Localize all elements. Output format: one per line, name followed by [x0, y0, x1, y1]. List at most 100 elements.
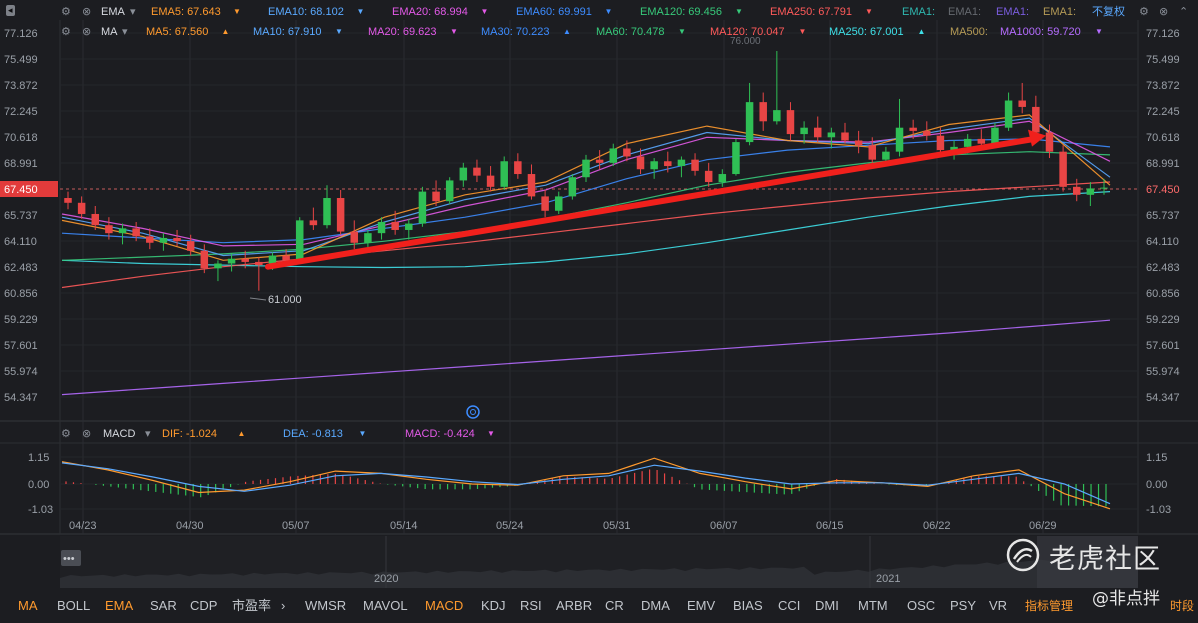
- indicator-tab-vr[interactable]: VR: [989, 598, 1008, 613]
- candle[interactable]: [241, 250, 249, 269]
- candle[interactable]: [459, 162, 468, 187]
- candle[interactable]: [295, 217, 304, 262]
- chevron-right-icon[interactable]: ›: [281, 598, 286, 613]
- candle[interactable]: [473, 159, 481, 183]
- candle[interactable]: [527, 164, 536, 200]
- candle[interactable]: [609, 143, 618, 167]
- session-button[interactable]: 时段: [1170, 599, 1195, 613]
- candle[interactable]: [445, 177, 454, 205]
- candle[interactable]: [1059, 145, 1067, 192]
- candle[interactable]: [1072, 178, 1081, 202]
- candle[interactable]: [118, 223, 127, 245]
- candle[interactable]: [1018, 82, 1026, 114]
- indicator-tab-bias[interactable]: BIAS: [733, 598, 763, 613]
- candle[interactable]: [173, 229, 181, 246]
- indicator-tab-wmsr[interactable]: WMSR: [305, 598, 347, 613]
- candle[interactable]: [418, 186, 427, 227]
- candle[interactable]: [923, 121, 931, 141]
- candle[interactable]: [732, 138, 740, 176]
- settings-gear-icon[interactable]: ⚙: [1139, 6, 1149, 18]
- candle[interactable]: [255, 257, 263, 291]
- candle[interactable]: [64, 191, 72, 210]
- candle[interactable]: [132, 221, 140, 242]
- navigator[interactable]: ••• 2020 2021: [60, 536, 1138, 588]
- candle[interactable]: [582, 154, 590, 183]
- indicator-tab-psy[interactable]: PSY: [950, 598, 977, 613]
- settings-gear-icon[interactable]: ⚙: [61, 428, 71, 440]
- settings-gear-icon[interactable]: ⚙: [61, 6, 71, 18]
- close-icon[interactable]: ⊗: [82, 428, 92, 440]
- candle[interactable]: [650, 158, 658, 179]
- candle[interactable]: [800, 121, 808, 144]
- indicator-tab-osc[interactable]: OSC: [907, 598, 936, 613]
- settings-gear-icon[interactable]: ⚙: [61, 26, 71, 38]
- adjust-toggle[interactable]: 不复权: [1092, 6, 1125, 18]
- indicator-tab-sar[interactable]: SAR: [150, 598, 177, 613]
- candle[interactable]: [868, 137, 877, 165]
- indicator-tab-mavol[interactable]: MAVOL: [363, 598, 408, 613]
- candle[interactable]: [432, 180, 440, 206]
- candle[interactable]: [105, 217, 113, 240]
- candle[interactable]: [623, 140, 631, 162]
- candle[interactable]: [718, 169, 727, 187]
- candle[interactable]: [895, 98, 904, 157]
- candle[interactable]: [227, 253, 236, 272]
- indicator-tab-ema[interactable]: EMA: [105, 598, 134, 613]
- candle[interactable]: [664, 151, 672, 173]
- indicator-tab-cdp[interactable]: CDP: [190, 598, 218, 613]
- candle[interactable]: [159, 233, 168, 251]
- chevron-down-icon[interactable]: ▾: [122, 26, 128, 38]
- candle[interactable]: [691, 153, 699, 176]
- candle[interactable]: [146, 228, 154, 250]
- candle[interactable]: [1100, 178, 1108, 195]
- candle[interactable]: [704, 162, 713, 187]
- candle[interactable]: [391, 210, 399, 235]
- candle[interactable]: [786, 102, 795, 141]
- collapse-left-icon[interactable]: ◂: [6, 5, 15, 16]
- candle[interactable]: [77, 196, 86, 219]
- indicator-tab-emv[interactable]: EMV: [687, 598, 716, 613]
- candle[interactable]: [936, 127, 945, 155]
- candle[interactable]: [1086, 182, 1095, 206]
- indicator-tab-mtm[interactable]: MTM: [858, 598, 888, 613]
- event-marker-icon[interactable]: [466, 405, 480, 419]
- candle[interactable]: [827, 127, 836, 149]
- candle[interactable]: [186, 234, 195, 256]
- candle[interactable]: [309, 207, 318, 230]
- candle[interactable]: [841, 122, 849, 144]
- candle[interactable]: [336, 190, 345, 235]
- indicator-tab-dmi[interactable]: DMI: [815, 598, 839, 613]
- indicator-tab-ma[interactable]: MA: [18, 598, 38, 613]
- candle[interactable]: [500, 156, 508, 191]
- candle[interactable]: [514, 153, 522, 179]
- candle[interactable]: [745, 82, 754, 146]
- candle[interactable]: [200, 244, 209, 274]
- close-icon[interactable]: ⊗: [1159, 6, 1169, 18]
- candle[interactable]: [854, 130, 863, 154]
- close-icon[interactable]: ⊗: [82, 26, 92, 38]
- indicator-tab-rsi[interactable]: RSI: [520, 598, 542, 613]
- candle[interactable]: [677, 156, 686, 178]
- indicator-tab-市盈率[interactable]: 市盈率: [232, 598, 272, 613]
- indicator-tab-kdj[interactable]: KDJ: [481, 598, 506, 613]
- candle[interactable]: [350, 220, 359, 250]
- candle[interactable]: [214, 260, 222, 282]
- candle[interactable]: [486, 166, 495, 192]
- candle[interactable]: [91, 205, 100, 230]
- candle[interactable]: [541, 190, 549, 218]
- candle[interactable]: [1004, 92, 1013, 131]
- candle[interactable]: [595, 150, 604, 170]
- chevron-down-icon[interactable]: ▾: [130, 6, 136, 18]
- candle[interactable]: [759, 92, 767, 131]
- candle[interactable]: [773, 50, 781, 125]
- candle[interactable]: [1045, 124, 1054, 159]
- indicator-tab-boll[interactable]: BOLL: [57, 598, 91, 613]
- indicator-tab-arbr[interactable]: ARBR: [556, 598, 593, 613]
- indicator-tab-cr[interactable]: CR: [605, 598, 624, 613]
- candle[interactable]: [323, 185, 331, 229]
- indicator-tab-dma[interactable]: DMA: [641, 598, 670, 613]
- candle[interactable]: [554, 191, 563, 214]
- candle[interactable]: [405, 218, 413, 240]
- indicator-tab-macd[interactable]: MACD: [425, 598, 464, 613]
- close-icon[interactable]: ⊗: [82, 6, 92, 18]
